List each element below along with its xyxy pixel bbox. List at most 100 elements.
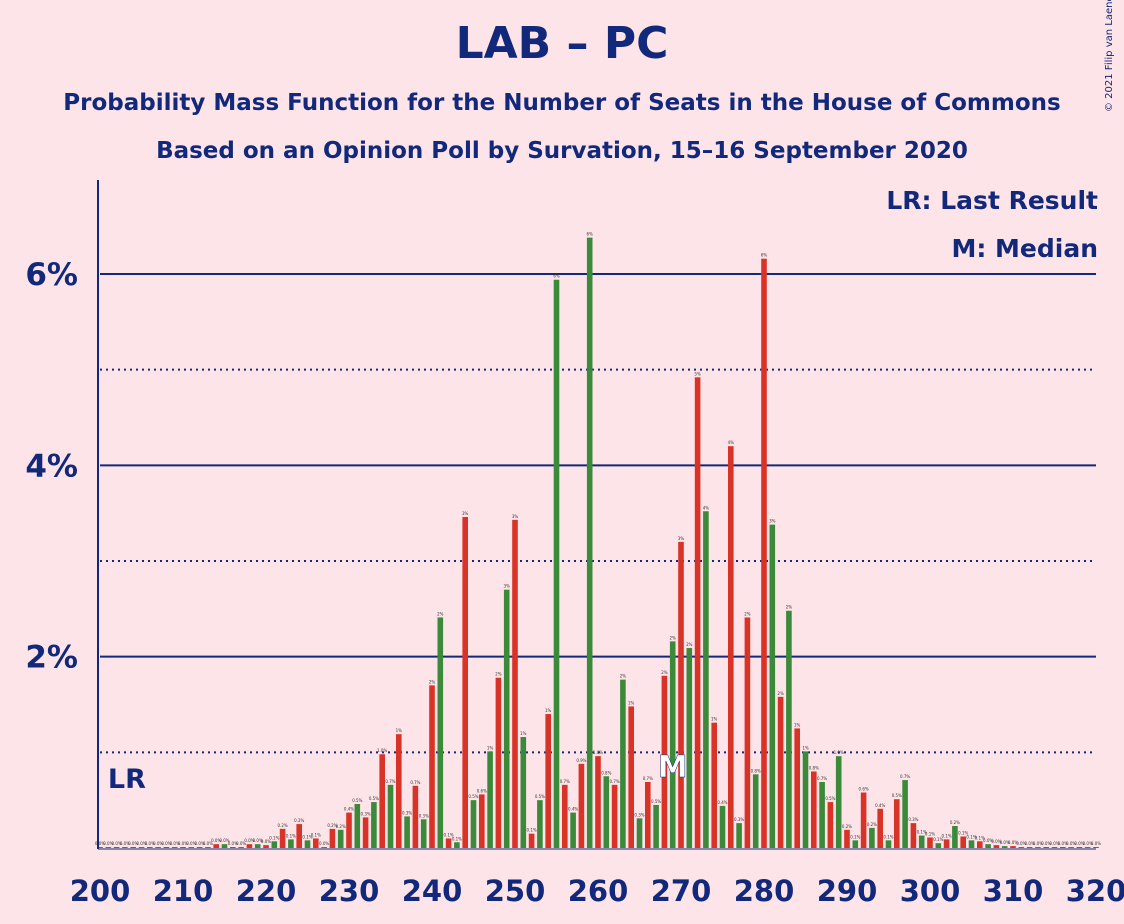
bar-value-label: 0.3%: [361, 811, 371, 816]
bar-value-label: 0.0%: [1033, 841, 1043, 846]
x-tick-label: 310: [983, 874, 1044, 908]
bar-pc: [952, 825, 958, 848]
bar-pc: [769, 524, 776, 848]
bar-value-label: 0.0%: [1041, 841, 1051, 846]
bar-value-label: 1%: [711, 717, 718, 722]
bar-value-label: 0.6%: [859, 787, 869, 792]
bar-lab: [512, 519, 518, 848]
bar-pc: [1051, 847, 1058, 848]
bar-lab: [113, 847, 120, 848]
bar-lab: [313, 838, 319, 848]
bar-value-label: 0.7%: [610, 779, 620, 784]
bar-lab: [943, 839, 950, 848]
bar-value-label: 0.0%: [244, 838, 254, 843]
bar-value-label: 4%: [728, 440, 735, 445]
bar-value-label: 0.1%: [917, 830, 927, 835]
chart-subtitle-pmf: Probability Mass Function for the Number…: [63, 90, 1061, 116]
bar-value-label: 0.4%: [717, 800, 727, 805]
bar-pc: [703, 511, 709, 848]
bar-value-label: 0.2%: [327, 823, 337, 828]
bar-pc: [852, 840, 859, 848]
bar-pc: [321, 847, 327, 848]
bar-value-label: 0.5%: [892, 793, 902, 798]
bar-value-label: 0.5%: [352, 798, 362, 803]
bar-pc: [620, 679, 626, 848]
x-tick-label: 250: [485, 874, 546, 908]
bar-pc: [653, 804, 659, 848]
bar-lab: [694, 377, 701, 848]
bar-value-label: 1%: [396, 728, 403, 733]
bar-value-label: 0.1%: [933, 837, 943, 842]
bar-value-label: 3%: [769, 519, 776, 524]
bar-value-label: 1.0%: [834, 750, 844, 755]
bar-lab: [595, 756, 601, 848]
bar-value-label: 0.2%: [278, 823, 288, 828]
bar-pc: [205, 847, 211, 848]
legend-median: M: Median: [951, 234, 1098, 263]
bar-pc: [221, 844, 228, 848]
bar-lab: [379, 754, 385, 848]
bar-value-label: 0.0%: [1083, 841, 1093, 846]
bar-pc: [1035, 847, 1041, 848]
chart-subtitle-poll: Based on an Opinion Poll by Survation, 1…: [156, 138, 968, 164]
bar-value-label: 0.1%: [958, 831, 968, 836]
bar-pc: [470, 800, 477, 848]
bar-pc: [238, 847, 244, 848]
bar-value-label: 0.1%: [883, 834, 893, 839]
bar-value-label: 0.0%: [253, 838, 263, 843]
x-tick-label: 210: [153, 874, 214, 908]
bar-value-label: 0.0%: [170, 841, 180, 846]
bar-value-label: 0.0%: [1000, 840, 1010, 845]
bar-lab: [196, 847, 203, 848]
bar-lab: [678, 541, 684, 848]
bar-value-label: 0.1%: [302, 834, 312, 839]
bar-value-label: 0.1%: [966, 834, 976, 839]
bar-value-label: 0.1%: [942, 833, 952, 838]
bar-value-label: 1%: [545, 708, 552, 713]
bar-lab: [1043, 847, 1049, 848]
bar-value-label: 6%: [587, 232, 594, 237]
bar-value-label: 0.8%: [601, 770, 611, 775]
legend-last-result: LR: Last Result: [886, 186, 1098, 215]
bar-lab: [827, 802, 834, 848]
bar-value-label: 0.6%: [477, 788, 487, 793]
bar-pc: [669, 641, 676, 848]
bar-value-label: 0.0%: [145, 841, 155, 846]
bar-value-label: 1%: [802, 745, 809, 750]
bar-pc: [686, 648, 693, 848]
bar-value-label: 0.4%: [344, 807, 354, 812]
bar-lab: [894, 799, 900, 848]
bar-value-label: 0.0%: [95, 841, 105, 846]
x-tick-label: 290: [817, 874, 878, 908]
tick-labels: 2% 4% 6% 200 210 220 230 240 250 260 270 280 290 300 3…: [25, 257, 1124, 908]
bar-value-label: 3%: [504, 584, 511, 589]
bar-lab: [412, 785, 419, 848]
bar-value-label: 1%: [487, 745, 494, 750]
bar-value-label: 1%: [520, 731, 527, 736]
bar-lab: [230, 847, 236, 848]
bar-pc: [1018, 847, 1025, 848]
bar-pc: [603, 776, 610, 848]
bar-value-label: 0.8%: [809, 765, 819, 770]
bar-lab: [1076, 847, 1083, 848]
bar-value-label: 0.0%: [228, 841, 238, 846]
x-tick-label: 240: [402, 874, 463, 908]
bar-lab: [860, 792, 867, 848]
bar-value-label: 2%: [777, 691, 784, 696]
bar-value-label: 0.0%: [186, 841, 196, 846]
bar-lab: [960, 836, 966, 848]
bar-value-label: 0.0%: [991, 839, 1001, 844]
bar-lab: [844, 829, 850, 848]
bar-lab: [661, 675, 668, 848]
bar-lab: [97, 847, 103, 848]
bar-lab: [1060, 847, 1066, 848]
bar-lab: [130, 847, 136, 848]
bar-lab: [246, 844, 253, 848]
bar-value-label: 0.5%: [369, 796, 379, 801]
bar-value-label: 0.0%: [1049, 841, 1059, 846]
bar-value-label: 0.0%: [203, 841, 213, 846]
x-tick-label: 260: [568, 874, 629, 908]
grid-lines: [100, 273, 1096, 754]
x-tick-label: 270: [651, 874, 712, 908]
x-tick-label: 280: [734, 874, 795, 908]
